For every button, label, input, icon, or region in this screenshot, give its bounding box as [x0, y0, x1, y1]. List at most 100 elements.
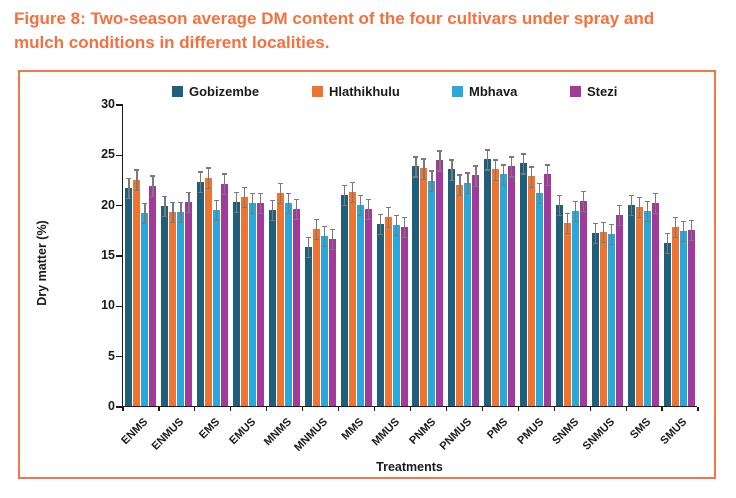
error-bar: [287, 192, 290, 213]
error-bar: [431, 170, 433, 191]
error-bar-cap-top: [600, 221, 606, 223]
error-bar-cap-bottom: [170, 221, 176, 223]
bar-stezi-emus: [257, 192, 265, 406]
error-bar: [467, 172, 469, 193]
bar-mbhava-snms: [571, 200, 579, 406]
bar-gobizembe-smus: [663, 232, 671, 406]
bar-hlathikhulu-pnmus: [456, 174, 464, 406]
error-bar-cap-top: [636, 196, 642, 198]
error-bar-cap-bottom: [126, 197, 132, 199]
bar-stezi-pnmus: [472, 165, 480, 406]
bar-gobizembe-mms: [340, 184, 348, 406]
bar-gobizembe-enmus: [161, 195, 169, 406]
error-bar-cap-bottom: [529, 186, 535, 188]
error-bar-cap-top: [377, 213, 383, 215]
error-bar-cap-bottom: [222, 193, 228, 195]
error-bar-cap-top: [206, 167, 212, 169]
error-bar: [582, 190, 585, 211]
error-bar-cap-bottom: [206, 187, 212, 189]
error-bar-cap-top: [401, 216, 407, 218]
error-bar: [144, 202, 146, 223]
error-bar-cap-top: [293, 198, 299, 200]
error-bar-cap-top: [321, 225, 327, 227]
x-tick-mark: [553, 407, 555, 411]
error-bar: [252, 192, 254, 213]
bar-mbhava-pnms: [428, 170, 436, 406]
x-tick-label-ems: EMS: [196, 416, 223, 442]
error-bar-cap-bottom: [162, 215, 168, 217]
bar-mbhava-enmus: [177, 201, 185, 406]
error-bar: [351, 181, 353, 202]
error-bar: [359, 194, 361, 215]
x-tick-mark: [445, 407, 448, 411]
error-bar-cap-bottom: [134, 189, 140, 191]
error-bar-cap-top: [485, 149, 491, 151]
error-bar-cap-bottom: [501, 184, 507, 186]
bar-hlathikhulu-snms: [563, 212, 571, 406]
x-tick-label-smus: SMUS: [658, 416, 690, 447]
error-bar-cap-bottom: [234, 211, 240, 213]
error-bar-cap-top: [572, 200, 578, 202]
bar-hlathikhulu-enms: [133, 169, 141, 406]
error-bar-cap-bottom: [178, 221, 184, 223]
error-bar-cap-top: [564, 212, 570, 214]
bar-mbhava-enms: [141, 202, 149, 406]
error-bar: [423, 158, 425, 179]
error-bar-cap-bottom: [293, 218, 299, 220]
error-bar-cap-bottom: [250, 212, 256, 214]
error-bar-cap-top: [186, 191, 192, 193]
error-bar-cap-top: [688, 219, 694, 221]
error-bar: [495, 159, 497, 180]
error-bar: [487, 149, 489, 170]
plot-area: 0 5 10 15 20 25 30: [101, 97, 699, 413]
x-tick-mark: [517, 407, 519, 411]
bar-group-mnms: [267, 182, 303, 406]
bar-gobizembe-pnmus: [448, 159, 456, 406]
bar-stezi-pnms: [436, 150, 444, 406]
bar-stezi-mnms: [292, 198, 300, 406]
error-bar-cap-top: [429, 170, 435, 172]
error-bar-cap-bottom: [269, 219, 275, 221]
error-bar-cap-top: [134, 169, 140, 171]
error-bar-cap-bottom: [150, 195, 156, 197]
error-bar-cap-bottom: [572, 220, 578, 222]
legend-label: Stezi: [587, 84, 618, 99]
x-tick-mark: [697, 407, 699, 411]
error-bar-cap-top: [465, 172, 471, 174]
error-bar-cap-top: [537, 182, 543, 184]
error-bar-cap-bottom: [305, 257, 311, 259]
error-bar-cap-top: [501, 164, 507, 166]
error-bar-cap-bottom: [413, 176, 419, 178]
error-bar-cap-bottom: [365, 218, 371, 220]
error-bar: [654, 192, 656, 213]
error-bar: [295, 198, 298, 219]
x-tick-mark: [589, 407, 591, 411]
error-bar-cap-top: [329, 228, 335, 231]
y-tick-label: 20: [101, 197, 115, 212]
error-bar-cap-top: [242, 186, 248, 188]
bar-hlathikhulu-snmus: [599, 221, 607, 406]
error-bar-cap-top: [628, 194, 634, 196]
bar-stezi-enmus: [185, 191, 193, 406]
error-bar: [236, 191, 238, 212]
x-tick-label-pmus: PMUS: [514, 416, 546, 447]
error-bar: [630, 194, 632, 215]
error-bar-cap-bottom: [329, 248, 335, 251]
error-bar: [172, 201, 174, 222]
error-bar-cap-bottom: [385, 226, 391, 228]
error-bar-cap-top: [258, 192, 264, 194]
x-tick-mark: [373, 407, 376, 411]
bar-group-enmus: [159, 191, 195, 406]
bar-group-enms: [123, 169, 159, 406]
x-tick-label-enmus: ENMUS: [149, 416, 187, 453]
y-tick-mark: [116, 154, 123, 157]
legend-item-hlathikhulu: Hlathikhulu: [312, 84, 400, 99]
bar-groups: [123, 105, 697, 406]
error-bar-cap-bottom: [313, 238, 319, 241]
error-bar-cap-bottom: [421, 178, 427, 180]
error-bar-cap-bottom: [521, 173, 527, 175]
bar-gobizembe-enms: [125, 177, 133, 406]
x-tick-mark: [158, 407, 160, 411]
error-bar: [128, 177, 130, 198]
error-bar-cap-bottom: [449, 179, 455, 181]
